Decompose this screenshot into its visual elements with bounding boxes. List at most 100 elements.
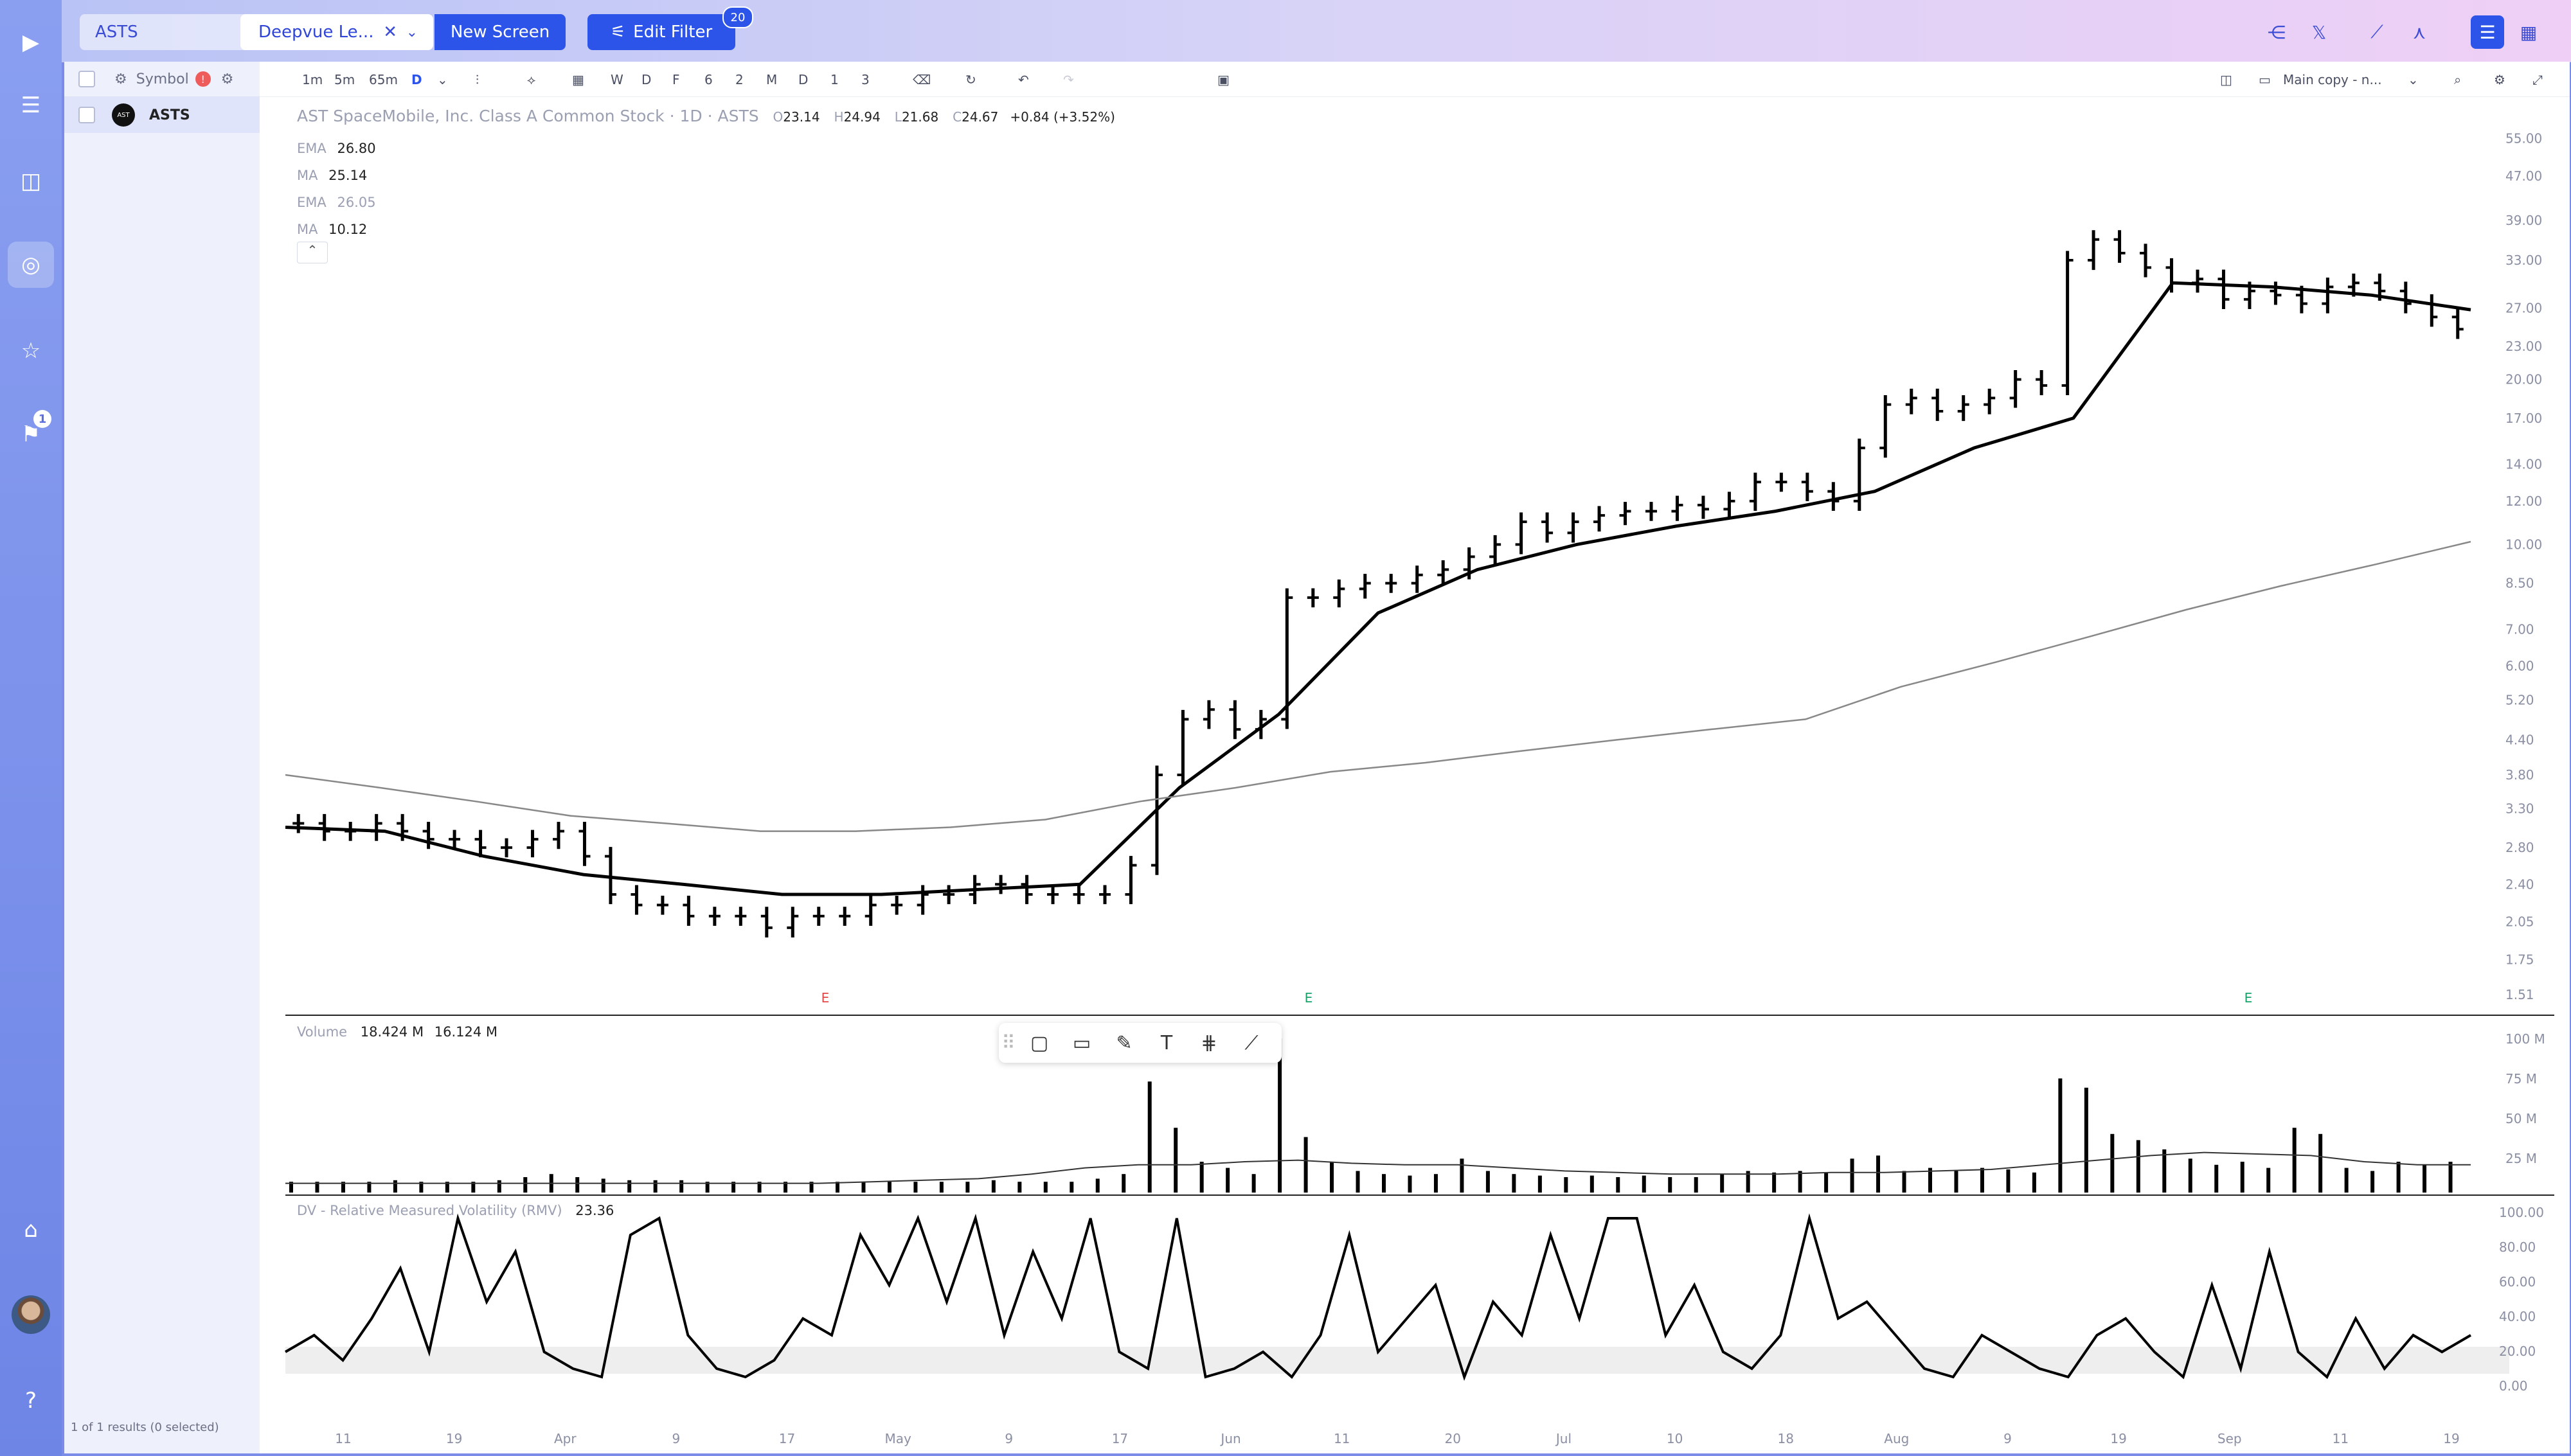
avatar[interactable] xyxy=(12,1295,50,1334)
announcement-icon[interactable]: ⚑ 1 xyxy=(8,410,54,457)
volume-ma-line xyxy=(285,1151,2471,1184)
grid-view-icon[interactable]: ▦ xyxy=(2520,21,2538,43)
list-view-icon[interactable]: ☰ xyxy=(2471,15,2504,49)
price-axis-label: 5.20 xyxy=(2505,693,2534,708)
x-axis-label: 17 xyxy=(1112,1431,1128,1446)
x-axis-label: 19 xyxy=(446,1431,462,1446)
low-value: 21.68 xyxy=(901,109,939,125)
volume-bar xyxy=(1017,1182,1022,1193)
drag-handle-icon[interactable]: ⠿ xyxy=(1001,1031,1016,1054)
x-axis-label: May xyxy=(884,1431,911,1446)
logo-play-icon[interactable]: ▶ xyxy=(22,30,40,55)
volume-bar xyxy=(653,1180,658,1193)
tab-asts[interactable]: ASTS ✕ xyxy=(80,14,264,50)
brush-tool-icon[interactable]: ✎ xyxy=(1116,1031,1133,1054)
volume-bar xyxy=(887,1182,891,1193)
education-icon[interactable]: ⌂ xyxy=(24,1217,38,1243)
redo-icon[interactable]: ↷ xyxy=(1063,72,1074,87)
period-f[interactable]: F xyxy=(672,72,680,87)
refresh-icon[interactable]: ↻ xyxy=(965,72,976,87)
row-checkbox[interactable] xyxy=(78,107,95,123)
indicators-icon[interactable]: ⟡ xyxy=(527,72,536,87)
x-axis-label: 9 xyxy=(672,1431,681,1446)
timeframe-d[interactable]: D xyxy=(411,72,422,87)
price-chart[interactable]: 55.0047.0039.0033.0027.0023.0020.0017.00… xyxy=(260,62,2570,1453)
volume-bar xyxy=(2448,1162,2453,1193)
column-header-symbol[interactable]: Symbol xyxy=(136,71,189,87)
rmv-axis-label: 20.00 xyxy=(2499,1344,2536,1359)
share-icon[interactable]: ⋲ xyxy=(2268,21,2286,43)
list-item[interactable]: AST ASTS xyxy=(64,97,260,133)
period-1[interactable]: 1 xyxy=(830,72,839,87)
bar-type-icon[interactable]: ⫶ xyxy=(476,72,479,87)
volume-bar xyxy=(757,1182,762,1193)
volume-bar xyxy=(1954,1171,1958,1193)
volume-bar xyxy=(939,1182,944,1193)
volume-bar xyxy=(315,1182,319,1193)
volume-bar xyxy=(393,1180,397,1193)
chevron-down-icon[interactable]: ⌄ xyxy=(2408,72,2419,87)
fullscreen-icon[interactable]: ⤢ xyxy=(2532,72,2543,87)
text-tool-icon[interactable]: T xyxy=(1160,1031,1173,1054)
x-axis-label: Aug xyxy=(1884,1431,1909,1446)
close-icon[interactable]: ✕ xyxy=(383,22,397,42)
screener-icon[interactable]: ◎ xyxy=(8,242,54,288)
volume-bar xyxy=(1902,1171,1906,1193)
rectangle-tool-icon[interactable]: ▢ xyxy=(1030,1031,1049,1054)
star-icon[interactable]: ☆ xyxy=(21,338,41,364)
list-icon[interactable]: ☰ xyxy=(21,93,41,118)
compare-icon[interactable]: ⋏ xyxy=(2412,21,2426,43)
volume-bar xyxy=(705,1182,710,1193)
layout-icon[interactable]: ◫ xyxy=(20,168,42,194)
x-axis-label: 19 xyxy=(2443,1431,2459,1446)
period-2[interactable]: 2 xyxy=(735,72,744,87)
zoom-icon[interactable]: ⌕ xyxy=(2454,72,2462,87)
volume-value-1: 18.424 M xyxy=(360,1024,424,1040)
close-value: 24.67 xyxy=(962,109,999,125)
timeframe-1m[interactable]: 1m xyxy=(302,72,323,87)
tab-deepvue[interactable]: Deepvue Le... ✕ ⌄ xyxy=(240,14,433,50)
eraser-icon[interactable]: ⌫ xyxy=(913,72,931,87)
new-screen-button[interactable]: New Screen xyxy=(434,14,566,50)
volume-bar xyxy=(731,1182,736,1193)
collapse-legend-button[interactable]: ⌃ xyxy=(297,242,328,263)
period-w[interactable]: W xyxy=(611,72,623,87)
gear-icon[interactable]: ⚙ xyxy=(114,71,127,87)
change-value: +0.84 (+3.52%) xyxy=(1010,109,1115,125)
x-axis-label: Jul xyxy=(1555,1431,1572,1446)
volume-bar xyxy=(1460,1159,1464,1193)
panel-icon[interactable]: ◫ xyxy=(2220,72,2232,87)
price-axis-label: 6.00 xyxy=(2505,659,2534,674)
chevron-down-icon[interactable]: ⌄ xyxy=(406,24,418,40)
timeframe-5m[interactable]: 5m xyxy=(334,72,355,87)
folder-icon[interactable]: ▭ xyxy=(2259,72,2271,87)
period-d[interactable]: D xyxy=(641,72,652,87)
chevron-down-icon[interactable]: ⌄ xyxy=(437,72,448,87)
volume-bar xyxy=(1512,1174,1516,1193)
settings-icon[interactable]: ⚙ xyxy=(2494,72,2505,87)
layout-name[interactable]: Main copy - n... xyxy=(2283,72,2382,87)
help-icon[interactable]: ? xyxy=(24,1388,37,1414)
line-tool-icon[interactable]: ⟋ xyxy=(1244,1031,1259,1054)
volume-bar xyxy=(2396,1162,2401,1193)
timeframe-65m[interactable]: 65m xyxy=(369,72,398,87)
volume-bar xyxy=(1746,1171,1750,1193)
x-icon[interactable]: 𝕏 xyxy=(2311,21,2327,43)
period-3[interactable]: 3 xyxy=(861,72,870,87)
select-all-checkbox[interactable] xyxy=(78,71,95,87)
period-d2[interactable]: D xyxy=(798,72,809,87)
period-6[interactable]: 6 xyxy=(704,72,713,87)
volume-bar xyxy=(913,1182,918,1193)
templates-icon[interactable]: ▦ xyxy=(572,72,584,87)
volume-bar xyxy=(1564,1177,1568,1193)
fib-tool-icon[interactable]: ⋕ xyxy=(1201,1031,1217,1054)
settings-icon[interactable]: ⚙ xyxy=(220,71,234,87)
period-m[interactable]: M xyxy=(766,72,778,87)
volume-bar xyxy=(289,1182,293,1193)
comment-tool-icon[interactable]: ▭ xyxy=(1072,1031,1091,1054)
undo-icon[interactable]: ↶ xyxy=(1018,72,1029,87)
chart-area[interactable]: 1m 5m 65m D ⌄ ⫶ ⟡ ▦ W D F 6 2 M D 1 3 ⌫ … xyxy=(260,62,2570,1453)
calendar-icon[interactable]: ▣ xyxy=(1217,72,1230,87)
edit-filter-button[interactable]: ⚟ Edit Filter 20 xyxy=(587,6,753,50)
chart-line-icon[interactable]: ⟋ xyxy=(2370,21,2383,42)
